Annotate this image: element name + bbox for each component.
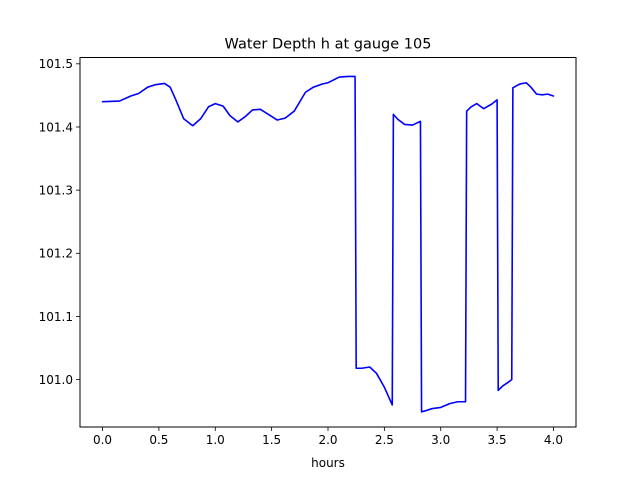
x-tick-label: 3.0: [431, 433, 450, 447]
x-axis: 0.0 0.5 1.0 1.5 2.0 2.5 3.0 3.5 4.0: [93, 427, 563, 447]
x-tick-label: 1.5: [262, 433, 281, 447]
series-line-0: [101, 75, 555, 413]
x-tick-label: 3.5: [488, 433, 507, 447]
x-tick-label: 0.5: [149, 433, 168, 447]
x-tick-label: 4.0: [544, 433, 563, 447]
plot-area: [101, 75, 555, 413]
y-tick-label: 101.1: [39, 310, 73, 324]
y-tick-label: 101.0: [39, 373, 73, 387]
x-tick-label: 0.0: [93, 433, 112, 447]
y-tick-label: 101.3: [39, 183, 73, 197]
y-axis: 101.0 101.1 101.2 101.3 101.4 101.5: [39, 57, 80, 387]
x-axis-label: hours: [311, 456, 345, 470]
chart-title: Water Depth h at gauge 105: [225, 37, 432, 53]
x-tick-label: 2.0: [318, 433, 337, 447]
y-tick-label: 101.4: [39, 120, 73, 134]
x-tick-label: 1.0: [206, 433, 225, 447]
y-tick-label: 101.5: [39, 57, 73, 71]
x-tick-label: 2.5: [375, 433, 394, 447]
y-tick-label: 101.2: [39, 247, 73, 261]
